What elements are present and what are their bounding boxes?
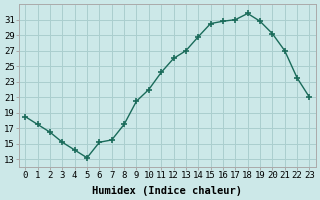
X-axis label: Humidex (Indice chaleur): Humidex (Indice chaleur) xyxy=(92,186,242,196)
